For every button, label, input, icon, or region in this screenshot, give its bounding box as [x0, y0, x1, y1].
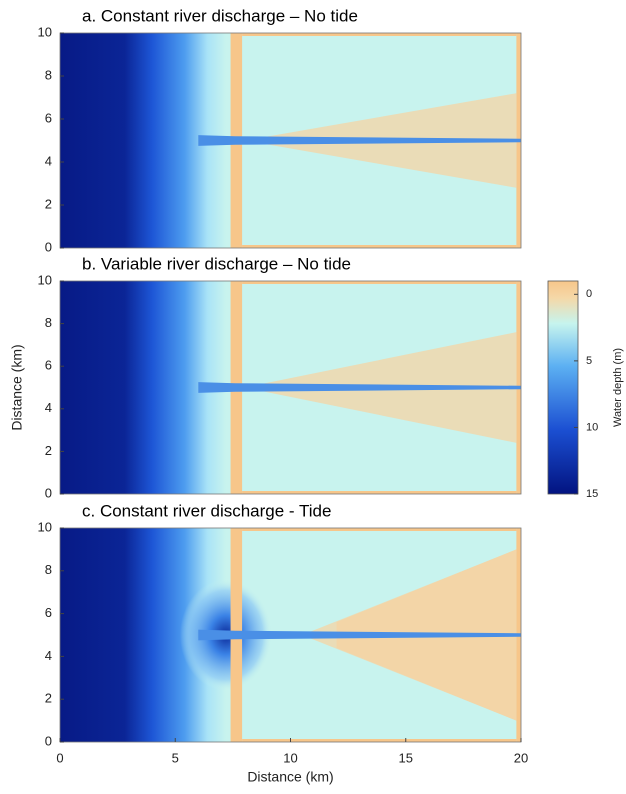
- y-tick-label: 8: [45, 315, 52, 330]
- colorbar-tick-label: 15: [586, 488, 598, 500]
- sand-edge: [242, 245, 517, 248]
- y-tick-label: 4: [45, 153, 52, 168]
- plot-frame: [59, 280, 522, 495]
- y-tick-label: 4: [45, 400, 52, 415]
- channel: [198, 382, 522, 393]
- x-tick-label: 15: [399, 750, 413, 765]
- y-tick-label: 8: [45, 562, 52, 577]
- channel: [198, 629, 522, 641]
- sand-edge: [242, 281, 517, 284]
- panel-title: c. Constant river discharge - Tide: [82, 501, 331, 520]
- panel-title: b. Variable river discharge – No tide: [82, 254, 351, 273]
- colorbar-label: Water depth (m): [612, 348, 624, 427]
- plot-frame: [59, 32, 522, 249]
- y-tick-label: 10: [38, 272, 52, 287]
- y-axis-label: Distance (km): [9, 344, 25, 430]
- y-tick-label: 2: [45, 443, 52, 458]
- x-tick-label: 10: [283, 750, 297, 765]
- y-tick-label: 0: [45, 733, 52, 748]
- sand-edge: [242, 739, 517, 742]
- sand-edge: [242, 33, 517, 36]
- y-tick-label: 6: [45, 358, 52, 373]
- sand-edge: [242, 528, 517, 531]
- panel-title: a. Constant river discharge – No tide: [82, 6, 358, 25]
- x-tick-label: 5: [172, 750, 179, 765]
- y-tick-label: 0: [45, 485, 52, 500]
- colorbar-tick-label: 10: [586, 421, 598, 433]
- colorbar: [547, 280, 579, 495]
- y-tick-label: 6: [45, 110, 52, 125]
- y-tick-label: 10: [38, 519, 52, 534]
- channel: [198, 135, 522, 146]
- y-tick-label: 0: [45, 239, 52, 254]
- y-tick-label: 2: [45, 196, 52, 211]
- colorbar-tick-label: 5: [586, 355, 592, 367]
- y-tick-label: 4: [45, 648, 52, 663]
- colorbar-tick-label: 0: [586, 288, 592, 300]
- y-tick-label: 2: [45, 691, 52, 706]
- x-tick-label: 0: [56, 750, 63, 765]
- y-tick-label: 10: [38, 24, 52, 39]
- x-tick-label: 20: [514, 750, 528, 765]
- y-tick-label: 6: [45, 605, 52, 620]
- x-axis-label: Distance (km): [247, 769, 333, 785]
- sand-edge: [242, 491, 517, 494]
- y-tick-label: 8: [45, 67, 52, 82]
